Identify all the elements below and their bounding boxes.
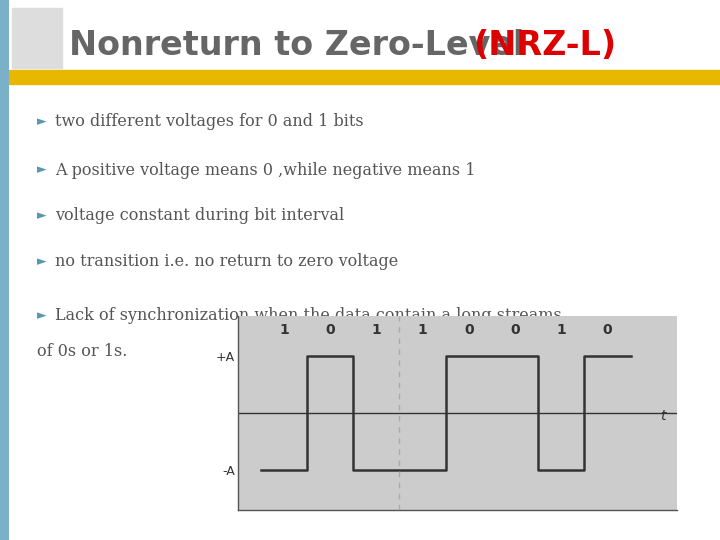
Text: t: t xyxy=(660,409,666,423)
Text: A positive voltage means 0 ,while negative means 1: A positive voltage means 0 ,while negati… xyxy=(55,161,475,179)
Text: (NRZ-L): (NRZ-L) xyxy=(473,29,616,63)
Text: ►: ► xyxy=(37,164,47,177)
Text: Nonreturn to Zero-Level: Nonreturn to Zero-Level xyxy=(69,29,536,63)
Text: ►: ► xyxy=(37,255,47,268)
Text: ►: ► xyxy=(37,210,47,222)
Text: of 0s or 1s.: of 0s or 1s. xyxy=(37,342,127,360)
Text: 1: 1 xyxy=(557,323,566,337)
Text: 0: 0 xyxy=(325,323,335,337)
Text: two different voltages for 0 and 1 bits: two different voltages for 0 and 1 bits xyxy=(55,113,364,130)
Bar xyxy=(9,70,720,84)
Text: ►: ► xyxy=(37,115,47,128)
Text: no transition i.e. no return to zero voltage: no transition i.e. no return to zero vol… xyxy=(55,253,398,271)
Text: ►: ► xyxy=(37,309,47,322)
Text: 1: 1 xyxy=(418,323,428,337)
Text: 1: 1 xyxy=(372,323,381,337)
Text: 0: 0 xyxy=(603,323,612,337)
Text: 0: 0 xyxy=(510,323,520,337)
Text: 0: 0 xyxy=(464,323,474,337)
Text: voltage constant during bit interval: voltage constant during bit interval xyxy=(55,207,344,225)
Bar xyxy=(12,8,62,68)
Text: Lack of synchronization when the data contain a long streams: Lack of synchronization when the data co… xyxy=(55,307,562,325)
Text: 1: 1 xyxy=(279,323,289,337)
